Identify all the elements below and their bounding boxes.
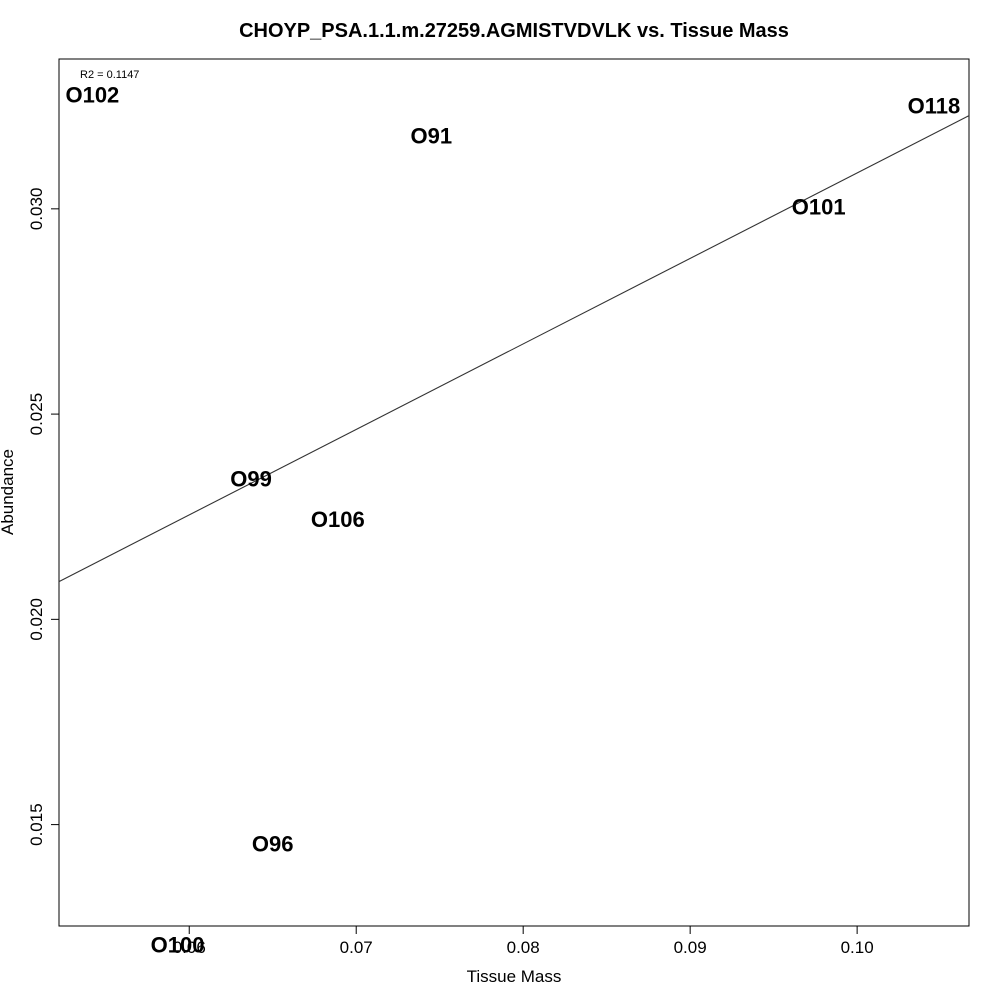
point-label-o99: O99 — [230, 466, 272, 491]
point-label-o91: O91 — [411, 123, 453, 148]
point-label-o118: O118 — [908, 94, 961, 119]
x-axis-label: Tissue Mass — [467, 967, 562, 986]
x-tick-label: 0.08 — [507, 938, 540, 957]
point-label-o102: O102 — [65, 83, 119, 108]
points-layer: O102 O91 O118 O101 O99 O106 O96 O100 — [65, 83, 960, 958]
point-label-o100: O100 — [151, 932, 205, 957]
y-tick-label: 0.015 — [27, 803, 46, 846]
plot-frame — [58, 58, 970, 927]
point-label-o106: O106 — [311, 507, 365, 532]
x-tick-label: 0.06 — [173, 938, 206, 957]
point-label-o96: O96 — [252, 831, 294, 856]
y-axis: 0.015 0.020 0.025 0.030 — [27, 188, 59, 846]
point-label-o101: O101 — [792, 194, 846, 219]
x-tick-label: 0.09 — [674, 938, 707, 957]
x-tick-label: 0.10 — [841, 938, 874, 957]
regression-line — [58, 115, 970, 583]
r2-annotation: R2 = 0.1147 — [80, 69, 139, 81]
x-axis: 0.06 0.07 0.08 0.09 0.10 — [173, 926, 874, 957]
chart-title: CHOYP_PSA.1.1.m.27259.AGMISTVDVLK vs. Ti… — [239, 20, 789, 42]
y-tick-label: 0.030 — [27, 188, 46, 231]
x-tick-label: 0.07 — [340, 938, 373, 957]
regression-layer — [58, 115, 970, 583]
y-axis-label: Abundance — [0, 449, 17, 535]
y-tick-label: 0.020 — [27, 598, 46, 641]
y-tick-label: 0.025 — [27, 393, 46, 436]
